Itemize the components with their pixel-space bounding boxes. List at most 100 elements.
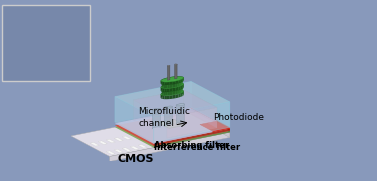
Polygon shape [175,83,178,87]
Polygon shape [165,92,167,95]
Polygon shape [170,82,173,85]
Bar [76,35,80,37]
Polygon shape [165,85,167,88]
Bar [59,10,63,12]
Polygon shape [115,107,230,143]
Polygon shape [180,76,182,79]
Polygon shape [154,102,230,143]
Polygon shape [110,132,230,161]
Polygon shape [175,64,177,79]
Polygon shape [184,90,217,128]
Polygon shape [162,82,164,85]
Polygon shape [183,83,184,88]
Polygon shape [174,64,178,65]
Polygon shape [175,90,178,94]
Polygon shape [177,87,179,90]
Polygon shape [71,112,230,156]
Polygon shape [176,87,178,91]
Bar [66,74,70,77]
Polygon shape [216,120,230,129]
Bar [59,74,63,77]
Polygon shape [178,80,181,83]
Bar [21,10,25,12]
Polygon shape [162,92,164,97]
Polygon shape [161,81,162,85]
Polygon shape [173,81,176,85]
Polygon shape [175,76,178,79]
Polygon shape [169,80,172,84]
Bar [51,10,55,12]
Polygon shape [162,95,164,99]
Polygon shape [178,93,181,98]
Polygon shape [163,82,165,86]
Polygon shape [191,107,230,129]
Polygon shape [167,108,217,138]
Polygon shape [165,81,167,85]
Polygon shape [122,136,131,140]
Polygon shape [161,86,162,90]
Bar [76,50,80,52]
Polygon shape [181,79,182,83]
Polygon shape [161,83,184,89]
Polygon shape [170,91,173,95]
Polygon shape [176,94,178,98]
Polygon shape [164,96,167,99]
Polygon shape [165,88,167,92]
Polygon shape [178,86,181,90]
Polygon shape [175,90,178,94]
Polygon shape [175,87,177,90]
Polygon shape [167,88,169,92]
Polygon shape [154,131,230,148]
Bar [11,65,15,68]
Polygon shape [181,88,182,92]
Polygon shape [182,78,184,82]
Polygon shape [169,83,172,87]
Bar [76,65,80,68]
Polygon shape [115,81,230,117]
Polygon shape [182,85,184,89]
Bar [76,19,80,22]
Polygon shape [191,110,230,132]
Polygon shape [178,90,180,94]
Polygon shape [182,80,183,84]
Polygon shape [181,80,182,84]
Bar [11,27,15,30]
Polygon shape [167,85,170,88]
Bar [76,57,80,60]
Polygon shape [178,76,180,79]
Polygon shape [154,127,230,144]
Polygon shape [115,81,191,122]
Bar [76,27,80,30]
Polygon shape [167,88,170,92]
Polygon shape [134,90,184,120]
Polygon shape [98,141,107,144]
Polygon shape [115,108,230,144]
Text: Interference filter: Interference filter [155,143,241,152]
Polygon shape [172,80,175,84]
Bar [11,19,15,22]
Polygon shape [183,91,184,95]
Polygon shape [161,79,162,83]
Polygon shape [179,80,181,83]
Polygon shape [158,119,185,128]
Polygon shape [162,85,164,90]
Polygon shape [180,82,181,86]
Polygon shape [173,95,176,99]
Text: CMOS: CMOS [118,154,154,164]
Polygon shape [169,90,172,94]
Polygon shape [182,77,183,80]
Polygon shape [162,83,163,87]
Polygon shape [164,106,173,108]
Polygon shape [182,83,183,87]
Polygon shape [172,87,175,91]
Polygon shape [178,83,180,87]
Polygon shape [175,83,178,87]
Polygon shape [167,66,170,80]
Polygon shape [162,88,164,92]
Polygon shape [90,142,99,146]
Bar [11,35,15,37]
Polygon shape [182,90,183,94]
Polygon shape [167,96,170,99]
Polygon shape [177,80,179,83]
Polygon shape [162,91,163,95]
